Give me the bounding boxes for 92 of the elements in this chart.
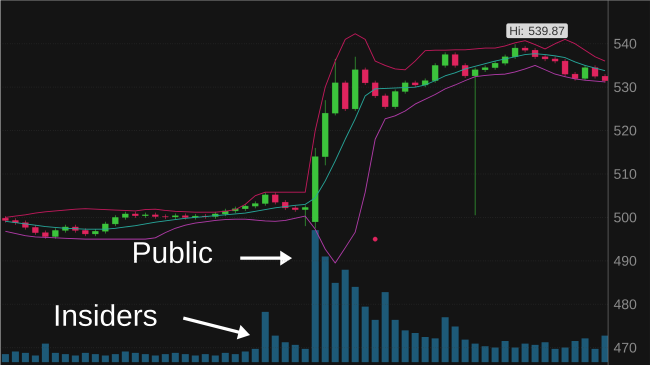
candlestick bbox=[512, 44, 518, 60]
candlestick bbox=[552, 56, 558, 64]
candlestick bbox=[382, 93, 388, 109]
bar bbox=[602, 336, 608, 362]
bar bbox=[532, 344, 539, 362]
bar bbox=[292, 344, 299, 362]
bar bbox=[162, 354, 169, 362]
bar bbox=[2, 354, 9, 362]
bar bbox=[342, 270, 349, 362]
candlestick bbox=[112, 214, 118, 226]
candlestick bbox=[302, 204, 308, 226]
y-tick-label: 510 bbox=[614, 168, 636, 179]
bar bbox=[442, 317, 449, 362]
bar bbox=[112, 354, 119, 362]
bar bbox=[272, 336, 279, 362]
candlestick bbox=[462, 62, 468, 78]
bar bbox=[372, 320, 379, 362]
bar bbox=[392, 320, 399, 362]
bar bbox=[32, 355, 39, 362]
bar bbox=[502, 340, 509, 362]
candlestick bbox=[262, 192, 268, 206]
bar bbox=[322, 256, 329, 362]
bar bbox=[512, 347, 519, 362]
bar bbox=[232, 354, 239, 362]
bar bbox=[152, 355, 159, 362]
y-tick-label: 480 bbox=[614, 299, 636, 310]
bar bbox=[182, 354, 189, 362]
y-tick-label: 520 bbox=[614, 125, 636, 136]
bar bbox=[552, 348, 559, 362]
bar bbox=[132, 352, 139, 362]
candlestick bbox=[32, 224, 39, 235]
y-tick-label: 540 bbox=[614, 38, 636, 48]
bar bbox=[402, 330, 409, 362]
bar bbox=[52, 352, 59, 362]
bar bbox=[12, 351, 19, 362]
bar bbox=[92, 354, 99, 362]
bar bbox=[42, 343, 49, 362]
bar bbox=[422, 336, 429, 362]
bar bbox=[492, 347, 499, 362]
bar bbox=[482, 346, 489, 362]
annotation: Hi: 539.87 bbox=[510, 26, 564, 35]
bar bbox=[142, 354, 149, 362]
bar bbox=[202, 354, 209, 362]
bar bbox=[302, 348, 309, 362]
candlestick bbox=[582, 64, 588, 81]
candlestick bbox=[432, 62, 438, 83]
bar bbox=[212, 355, 219, 362]
bar bbox=[252, 348, 259, 362]
bar bbox=[362, 306, 369, 362]
bar bbox=[62, 354, 69, 362]
bar bbox=[472, 343, 479, 362]
bar bbox=[222, 352, 229, 362]
bar bbox=[562, 347, 569, 362]
candlestick bbox=[272, 192, 278, 205]
bar bbox=[462, 339, 469, 362]
bar bbox=[432, 338, 439, 362]
candlestick bbox=[472, 67, 478, 216]
candlestick bbox=[592, 64, 598, 79]
bar bbox=[522, 343, 529, 362]
candlestick bbox=[562, 58, 568, 76]
y-tick-label: 530 bbox=[614, 82, 636, 92]
annotation: Insiders bbox=[56, 304, 157, 326]
bar bbox=[452, 326, 459, 362]
annotation: Public bbox=[134, 240, 212, 263]
bar bbox=[242, 351, 249, 362]
bar bbox=[572, 340, 579, 362]
bar bbox=[382, 292, 389, 362]
candlestick bbox=[452, 52, 458, 68]
bar bbox=[352, 286, 359, 362]
bar bbox=[192, 355, 199, 362]
bar bbox=[332, 282, 339, 362]
bar bbox=[102, 355, 109, 362]
bar bbox=[122, 351, 129, 362]
bar bbox=[582, 338, 589, 362]
candlestick bbox=[402, 80, 408, 94]
bar bbox=[72, 355, 79, 362]
candlestick bbox=[372, 80, 378, 98]
candlestick bbox=[392, 88, 398, 109]
bar bbox=[172, 352, 179, 362]
bar bbox=[592, 348, 599, 362]
bar bbox=[312, 230, 319, 362]
candlestick bbox=[362, 67, 368, 86]
y-tick-label: 490 bbox=[614, 256, 636, 266]
bar bbox=[412, 332, 419, 362]
bar bbox=[82, 352, 89, 362]
bar bbox=[282, 342, 289, 362]
bar bbox=[22, 352, 29, 362]
bar bbox=[262, 312, 269, 362]
candlestick bbox=[442, 52, 448, 68]
y-tick-label: 470 bbox=[614, 342, 636, 352]
y-tick-label: 500 bbox=[614, 212, 636, 222]
bar bbox=[542, 342, 549, 362]
